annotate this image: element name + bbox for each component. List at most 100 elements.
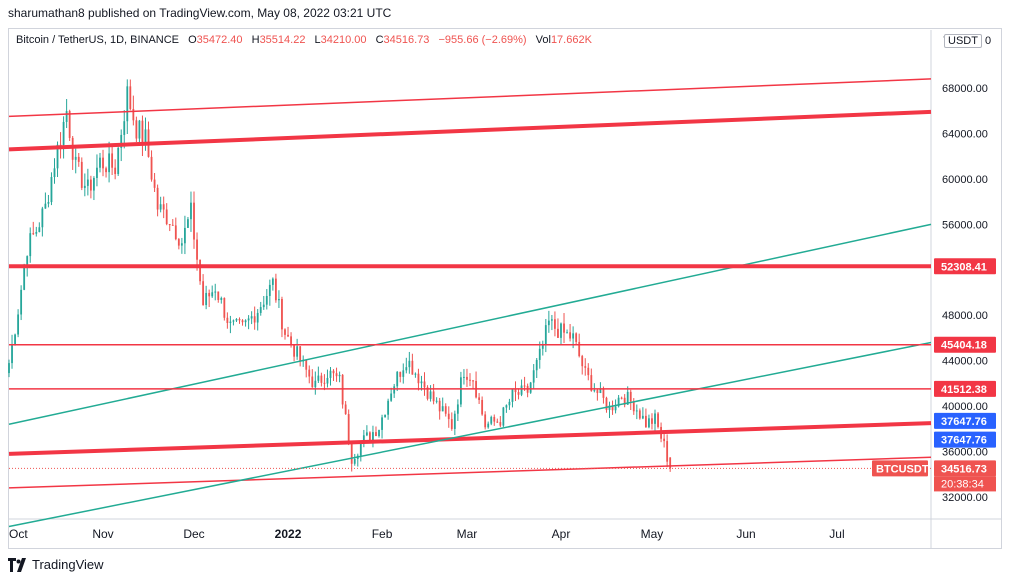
candle-body bbox=[44, 203, 47, 209]
candle-body bbox=[153, 179, 156, 188]
candle-body bbox=[438, 400, 441, 412]
y-tick-label: 40000.00 bbox=[942, 401, 988, 413]
candle-body bbox=[396, 371, 399, 387]
price-label-bg bbox=[934, 412, 996, 429]
candle-body bbox=[620, 397, 623, 399]
trend-line-6 bbox=[8, 341, 932, 528]
candle-body bbox=[535, 359, 538, 371]
legend-volume-label: Vol bbox=[535, 34, 551, 46]
candle-body bbox=[180, 243, 183, 246]
candle-body bbox=[26, 256, 29, 268]
candle-body bbox=[523, 385, 526, 387]
candle-body bbox=[508, 401, 511, 406]
candle-body bbox=[450, 419, 453, 429]
candle-body bbox=[629, 391, 632, 402]
legend-close-label: C bbox=[375, 34, 384, 46]
candle-body bbox=[560, 323, 562, 338]
candle-body bbox=[411, 360, 414, 375]
candle-body bbox=[644, 415, 647, 428]
candle-body bbox=[390, 393, 393, 401]
candle-body bbox=[447, 413, 450, 420]
candle-body bbox=[262, 304, 265, 308]
candle-body bbox=[350, 443, 353, 464]
candle-body bbox=[405, 367, 408, 371]
candle-body bbox=[8, 363, 10, 374]
price-label: 37647.76 bbox=[941, 435, 987, 447]
candle-body bbox=[502, 407, 505, 426]
candle-body bbox=[429, 391, 432, 399]
candle-body bbox=[657, 413, 659, 427]
candle-body bbox=[83, 185, 86, 188]
trend-line-1 bbox=[8, 78, 932, 118]
candle-body bbox=[648, 418, 650, 428]
candle-body bbox=[538, 348, 541, 360]
candle-body bbox=[614, 406, 617, 411]
candle-body bbox=[596, 390, 599, 394]
legend-low-value: 34210.00 bbox=[320, 34, 367, 46]
tradingview-logo-icon bbox=[8, 557, 26, 572]
chart-frame bbox=[8, 28, 1002, 549]
candle-body bbox=[183, 227, 186, 244]
candle-body bbox=[453, 413, 456, 429]
candle-body bbox=[29, 233, 32, 257]
candle-body bbox=[320, 375, 323, 383]
candle-body bbox=[74, 156, 77, 160]
candle-body bbox=[641, 415, 644, 419]
candle-body bbox=[566, 332, 568, 334]
x-tick-label: Mar bbox=[457, 527, 478, 541]
candle-body bbox=[547, 320, 550, 326]
candle-body bbox=[387, 400, 390, 415]
candle-body bbox=[557, 328, 559, 338]
candle-body bbox=[305, 359, 308, 370]
candle-body bbox=[505, 405, 508, 408]
candle-body bbox=[329, 370, 332, 378]
legend-symbol[interactable]: Bitcoin / TetherUS, 1D, BINANCE bbox=[16, 34, 180, 46]
candle-body bbox=[117, 147, 120, 175]
candle-body bbox=[126, 86, 129, 122]
price-label-bg bbox=[934, 380, 996, 397]
candle-body bbox=[469, 379, 471, 381]
candle-body bbox=[259, 307, 262, 313]
candle-body bbox=[171, 224, 174, 226]
publisher-line: sharumathan8 published on TradingView.co… bbox=[8, 6, 392, 20]
candle-body bbox=[635, 410, 638, 412]
y-tick-label: 68000.00 bbox=[942, 83, 988, 95]
candle-body bbox=[423, 381, 426, 388]
candle-body bbox=[220, 297, 223, 300]
candle-body bbox=[514, 389, 517, 393]
candle-body bbox=[359, 443, 362, 456]
candle-body bbox=[265, 295, 268, 305]
x-tick-label: Nov bbox=[92, 527, 113, 541]
candle-body bbox=[384, 414, 386, 418]
candle-body bbox=[669, 457, 672, 469]
legend-low-label: L bbox=[314, 34, 321, 46]
candle-body bbox=[47, 202, 50, 204]
currency-badge[interactable]: USDT bbox=[944, 34, 982, 48]
candle-body bbox=[50, 177, 53, 203]
candle-body bbox=[71, 137, 74, 160]
candle-body bbox=[211, 292, 214, 297]
candle-body bbox=[381, 417, 383, 430]
candle-body bbox=[499, 422, 502, 426]
candle-body bbox=[190, 202, 192, 220]
candle-body bbox=[165, 209, 168, 225]
chart-legend: Bitcoin / TetherUS, 1D, BINANCE O35472.4… bbox=[16, 34, 592, 46]
countdown-bg bbox=[934, 476, 996, 492]
candle-body bbox=[617, 397, 620, 407]
candle-body bbox=[129, 86, 132, 109]
candle-body bbox=[144, 129, 147, 142]
candle-body bbox=[484, 414, 487, 428]
candle-body bbox=[581, 356, 584, 367]
candle-body bbox=[338, 374, 341, 377]
candle-body bbox=[77, 156, 80, 162]
candle-body bbox=[199, 259, 201, 282]
candle-body bbox=[177, 239, 180, 246]
price-label: 34516.73 bbox=[941, 463, 987, 475]
y-tick-label: 56000.00 bbox=[942, 219, 988, 231]
candle-body bbox=[572, 333, 575, 339]
candle-body bbox=[493, 416, 496, 422]
candle-body bbox=[123, 121, 126, 135]
candle-body bbox=[287, 334, 289, 337]
candle-body bbox=[529, 382, 532, 393]
